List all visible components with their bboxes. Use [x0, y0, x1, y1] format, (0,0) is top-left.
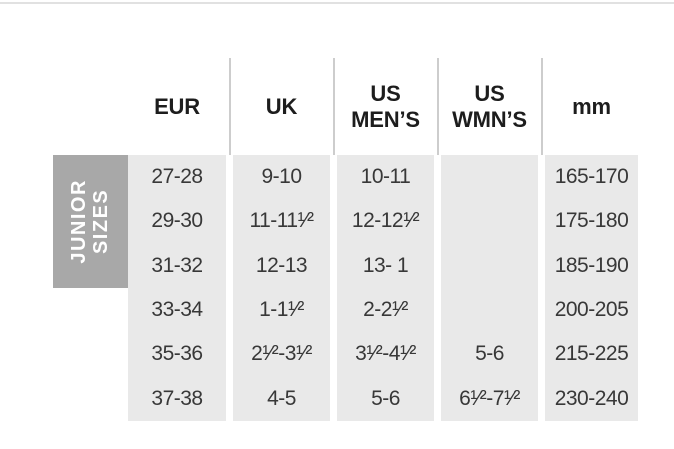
table-cell	[441, 199, 538, 243]
table-cell: 1-1¹⁄²	[259, 298, 304, 322]
table-cell: 13- 1	[362, 253, 409, 277]
header-divider-line	[228, 58, 231, 155]
table-cell: 35-36	[151, 342, 203, 366]
table-cell: 175-180	[554, 209, 629, 233]
table-cell: 2-2¹⁄²	[363, 298, 408, 322]
table-cell	[441, 155, 538, 199]
table-cell: 185-190	[554, 253, 629, 277]
table-cell: 200-205	[554, 298, 629, 322]
table-cell: 33-34	[151, 298, 203, 322]
column-header-us-wmns: US WMN’S	[452, 81, 527, 132]
junior-sizes-label-line2: SIZES	[90, 188, 113, 255]
table-cell: 6¹⁄²-7¹⁄²	[459, 386, 520, 410]
table-cell: 29-30	[151, 209, 203, 233]
table-cell: 5-6	[475, 342, 504, 366]
table-cell: 3¹⁄²-4¹⁄²	[355, 342, 416, 366]
column-header-eur: EUR	[154, 93, 200, 119]
size-chart-table: EUR UK US MEN’S US WMN’S mm JUNIOR SIZES…	[53, 58, 638, 421]
table-column-eur: 27-28 29-30 31-32 33-34 35-36 37-38	[128, 155, 226, 421]
table-column-uk: 9-10 11-11¹⁄² 12-13 1-1¹⁄² 2¹⁄²-3¹⁄² 4-5	[233, 155, 330, 421]
header-divider	[330, 58, 337, 155]
header-divider-line	[540, 58, 543, 155]
row-group-label: JUNIOR SIZES	[53, 155, 128, 288]
table-cell: 2¹⁄²-3¹⁄²	[251, 342, 312, 366]
table-column-us-mens: 10-11 12-12¹⁄² 13- 1 2-2¹⁄² 3¹⁄²-4¹⁄² 5-…	[337, 155, 434, 421]
table-column-mm: 165-170 175-180 185-190 200-205 215-225 …	[545, 155, 638, 421]
table-cell: 4-5	[267, 386, 296, 410]
table-cell	[441, 288, 538, 332]
junior-sizes-label: JUNIOR SIZES	[68, 179, 113, 264]
table-cell: 12-12¹⁄²	[351, 209, 420, 233]
table-cell: 11-11¹⁄²	[249, 209, 314, 233]
junior-sizes-label-line1: JUNIOR	[68, 179, 91, 264]
column-header-mm: mm	[572, 93, 611, 119]
header-divider	[434, 58, 441, 155]
page-top-divider	[0, 2, 674, 4]
table-cell: 37-38	[151, 386, 203, 410]
column-header-us-mens: US MEN’S	[351, 81, 420, 132]
table-cell: 165-170	[554, 165, 629, 189]
column-header-uk: UK	[265, 93, 298, 119]
table-cell	[441, 244, 538, 288]
table-cell: 27-28	[151, 165, 203, 189]
table-cell: 215-225	[554, 342, 629, 366]
table-cell: 5-6	[371, 386, 400, 410]
table-cell: 31-32	[151, 253, 203, 277]
table-column-us-wmns: 5-6 6¹⁄²-7¹⁄²	[441, 155, 538, 421]
header-divider-line	[436, 58, 439, 155]
header-divider	[226, 58, 233, 155]
table-cell: 10-11	[360, 165, 411, 189]
table-cell: 12-13	[255, 253, 308, 277]
header-divider-line	[332, 58, 335, 155]
header-divider	[538, 58, 545, 155]
table-cell: 9-10	[261, 165, 302, 189]
table-cell: 230-240	[554, 386, 629, 410]
